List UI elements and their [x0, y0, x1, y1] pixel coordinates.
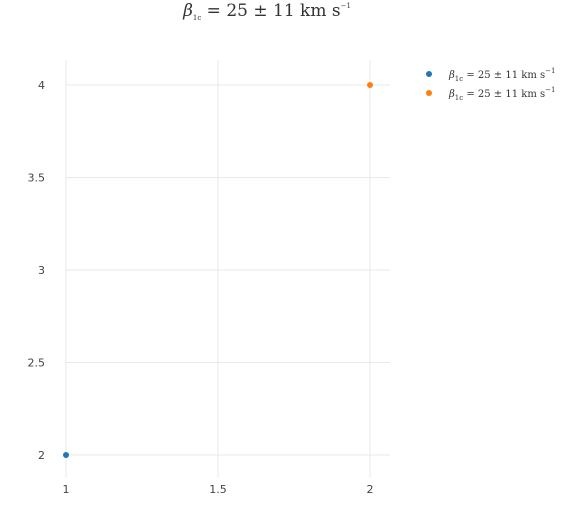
title-beta: β — [182, 1, 193, 21]
legend-marker-1[interactable] — [426, 90, 432, 96]
chart-title: β1c = 25 ± 11 km s−1 — [182, 1, 351, 22]
grid-layer — [65, 60, 390, 478]
title-subscript: 1c — [193, 14, 201, 22]
legend-label-1[interactable]: β1c = 25 ± 11 km s−1 — [448, 86, 555, 102]
title-superscript: −1 — [341, 2, 351, 10]
points-layer — [63, 82, 373, 458]
x-tick-label-2: 2 — [367, 483, 374, 496]
x-tick-label-1: 1.5 — [209, 483, 227, 496]
series-0-point-0[interactable] — [63, 452, 69, 458]
legend-label-0[interactable]: β1c = 25 ± 11 km s−1 — [448, 67, 555, 83]
y-tick-label-3: 3.5 — [28, 172, 46, 185]
legend-marker-0[interactable] — [426, 71, 432, 77]
y-tick-label-0: 2 — [38, 449, 45, 462]
tick-layer: 1 1.5 2 2 2.5 3 3.5 4 — [28, 79, 374, 496]
legend: β1c = 25 ± 11 km s−1 β1c = 25 ± 11 km s−1 — [426, 67, 555, 102]
x-tick-label-0: 1 — [63, 483, 70, 496]
y-tick-label-4: 4 — [38, 79, 45, 92]
title-equation: = 25 ± 11 km s — [201, 1, 340, 21]
series-1-point-0[interactable] — [367, 82, 373, 88]
y-tick-label-1: 2.5 — [28, 357, 46, 370]
y-tick-label-2: 3 — [38, 264, 45, 277]
